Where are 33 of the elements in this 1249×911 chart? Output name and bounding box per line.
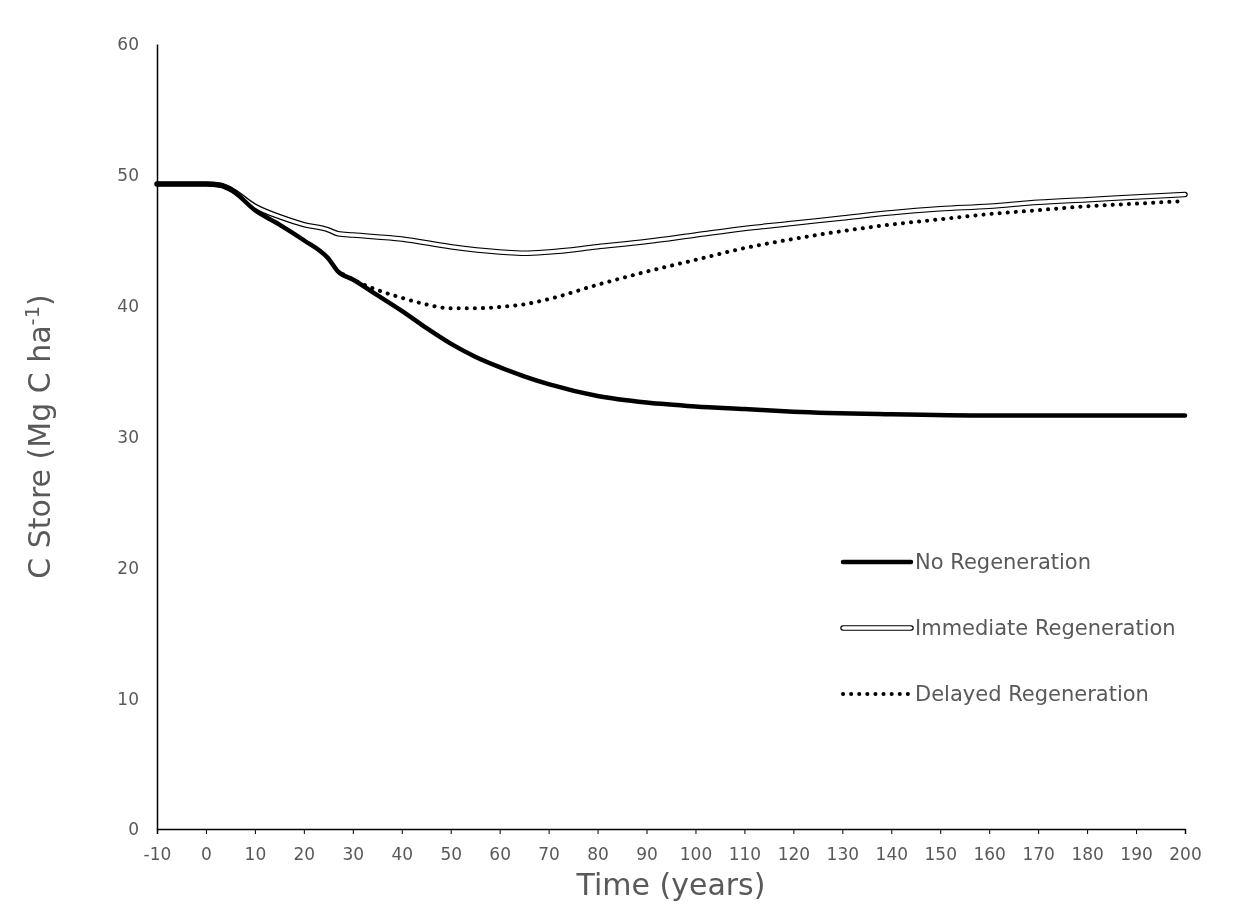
legend-label: Immediate Regeneration	[915, 616, 1176, 641]
x-tick-label: 10	[244, 844, 267, 865]
x-tick-label: 100	[679, 844, 713, 865]
x-tick-label: 200	[1169, 844, 1202, 865]
legend-label: Delayed Regeneration	[915, 682, 1149, 707]
x-tick-label: 110	[728, 844, 762, 865]
x-tick-label: 180	[1071, 844, 1104, 865]
x-tick-label: 50	[440, 844, 463, 865]
x-tick-label: 190	[1120, 844, 1153, 865]
x-tick-label: 60	[489, 844, 511, 865]
x-tick-label: 70	[538, 844, 560, 865]
x-tick-label: 130	[826, 844, 860, 865]
x-tick-label: 150	[924, 844, 957, 865]
x-tick-label: 160	[973, 844, 1006, 865]
x-tick-label: 140	[875, 844, 909, 865]
y-tick-label: 30	[117, 426, 139, 447]
x-tick-label: 170	[1022, 844, 1055, 865]
y-tick-label: 40	[117, 296, 139, 317]
x-tick-label: 0	[201, 844, 212, 865]
y-tick-label: 60	[117, 34, 139, 55]
y-tick-label: 0	[128, 819, 139, 840]
x-tick-label: -10	[143, 844, 172, 865]
y-tick-label: 10	[117, 688, 139, 709]
x-tick-label: 30	[342, 844, 365, 865]
x-tick-label: 90	[636, 844, 658, 865]
legend-label: No Regeneration	[915, 550, 1092, 575]
y-tick-label: 20	[117, 557, 139, 578]
x-tick-label: 80	[587, 844, 609, 865]
x-tick-label: 120	[777, 844, 811, 865]
x-tick-label: 40	[391, 844, 414, 865]
x-axis-title: Time (years)	[575, 867, 766, 902]
y-tick-label: 50	[117, 165, 139, 186]
x-tick-label: 20	[293, 844, 316, 865]
